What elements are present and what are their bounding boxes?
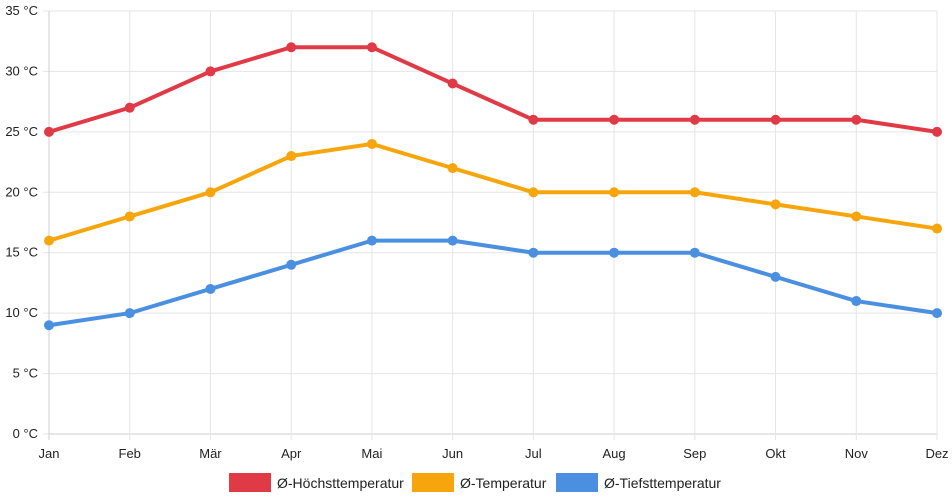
series-1: [44, 138, 942, 246]
legend-swatch: [229, 473, 271, 492]
series-line: [47, 141, 939, 243]
x-tick-label: Nov: [845, 446, 869, 461]
data-point[interactable]: [770, 271, 781, 282]
x-tick-label: Mär: [199, 446, 222, 461]
data-point[interactable]: [205, 187, 216, 198]
y-tick-label: 10 °C: [5, 305, 38, 320]
data-point[interactable]: [44, 235, 54, 246]
series-line: [47, 238, 939, 328]
y-tick-label: 15 °C: [5, 245, 38, 260]
legend-item[interactable]: Ø-Höchsttemperatur: [229, 473, 404, 492]
x-axis-ticks: Jan Feb Mär Apr Mai Jun Jul Aug Sep Okt Nov Dez: [39, 446, 949, 461]
data-point[interactable]: [447, 235, 458, 246]
x-tick-label: Aug: [603, 446, 626, 461]
data-point[interactable]: [124, 211, 135, 222]
data-point[interactable]: [609, 247, 620, 258]
series-0: [44, 42, 942, 137]
legend-label: Ø-Höchsttemperatur: [277, 475, 404, 491]
legend: Ø-Höchsttemperatur Ø-Temperatur Ø-Tiefstte…: [229, 473, 721, 492]
x-tick-label: Jun: [442, 446, 463, 461]
data-point[interactable]: [528, 187, 539, 198]
data-point[interactable]: [851, 211, 862, 222]
data-point[interactable]: [286, 151, 297, 162]
x-tick-label: Apr: [281, 446, 302, 461]
x-tick-label: Okt: [765, 446, 786, 461]
x-tick-label: Mai: [361, 446, 382, 461]
data-point[interactable]: [851, 296, 862, 307]
data-point[interactable]: [44, 320, 54, 331]
data-point[interactable]: [447, 163, 458, 174]
legend-label: Ø-Tiefsttemperatur: [604, 475, 721, 491]
data-point[interactable]: [770, 199, 781, 210]
y-tick-label: 35 °C: [5, 3, 38, 18]
x-tick-label: Jan: [39, 446, 60, 461]
data-point[interactable]: [932, 308, 942, 319]
legend-label: Ø-Temperatur: [460, 475, 547, 491]
data-point[interactable]: [528, 114, 539, 125]
data-point[interactable]: [689, 247, 700, 258]
x-tick-label: Feb: [119, 446, 141, 461]
data-point[interactable]: [528, 247, 539, 258]
data-point[interactable]: [124, 102, 135, 113]
x-tick-label: Jul: [525, 446, 542, 461]
data-point[interactable]: [124, 308, 135, 319]
series-2: [44, 235, 942, 331]
legend-swatch: [556, 473, 598, 492]
y-tick-label: 0 °C: [13, 426, 38, 441]
data-point[interactable]: [447, 78, 458, 89]
data-point[interactable]: [689, 114, 700, 125]
y-tick-label: 20 °C: [5, 184, 38, 199]
y-tick-label: 25 °C: [5, 124, 38, 139]
legend-item[interactable]: Ø-Tiefsttemperatur: [556, 473, 721, 492]
x-tick-label: Dez: [925, 446, 948, 461]
data-point[interactable]: [932, 223, 942, 234]
data-point[interactable]: [366, 235, 377, 246]
y-axis-ticks: 0 °C 5 °C 10 °C 15 °C 20 °C 25 °C 30 °C 35 °C: [5, 3, 38, 441]
data-point[interactable]: [205, 66, 216, 77]
data-point[interactable]: [44, 126, 54, 137]
data-point[interactable]: [366, 138, 377, 149]
data-point[interactable]: [932, 126, 942, 137]
grid: [43, 10, 938, 440]
data-point[interactable]: [609, 187, 620, 198]
y-tick-label: 5 °C: [13, 366, 38, 381]
data-point[interactable]: [851, 114, 862, 125]
legend-swatch: [412, 473, 454, 492]
series-line: [47, 45, 939, 134]
data-point[interactable]: [366, 42, 377, 53]
y-tick-label: 30 °C: [5, 63, 38, 78]
series-lines: [44, 42, 942, 331]
legend-item[interactable]: Ø-Temperatur: [412, 473, 547, 492]
data-point[interactable]: [286, 259, 297, 270]
x-tick-label: Sep: [683, 446, 706, 461]
data-point[interactable]: [205, 283, 216, 294]
data-point[interactable]: [286, 42, 297, 53]
data-point[interactable]: [609, 114, 620, 125]
data-point[interactable]: [770, 114, 781, 125]
data-point[interactable]: [689, 187, 700, 198]
